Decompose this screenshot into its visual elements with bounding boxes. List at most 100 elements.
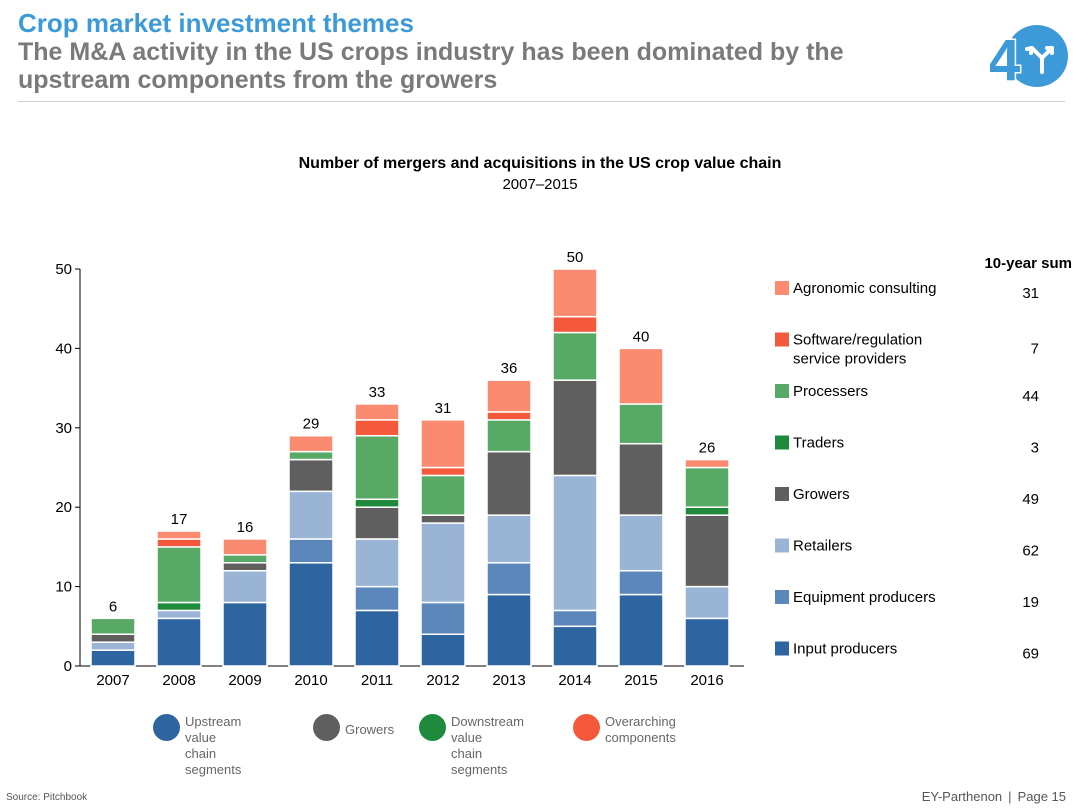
bar-segment	[684, 514, 730, 588]
bar-segment	[420, 522, 466, 604]
header-divider	[18, 101, 1065, 102]
page-subtitle: The M&A activity in the US crops industr…	[18, 38, 844, 94]
bar-segment	[156, 546, 202, 604]
bar-segment	[552, 315, 598, 334]
bar-segment	[486, 514, 532, 564]
bar-total-label: 6	[109, 598, 117, 615]
footer-brand: EY-Parthenon	[921, 789, 1003, 804]
bar-segment	[90, 641, 136, 651]
x-tick-label: 2016	[690, 672, 723, 689]
bar-segment	[354, 403, 400, 421]
footer-separator: |	[1008, 789, 1012, 804]
bar-segment	[552, 268, 598, 318]
x-tick-label: 2009	[228, 672, 261, 689]
y-tick-label: 50	[55, 261, 72, 278]
y-tick-label: 30	[55, 420, 72, 437]
bar-segment	[486, 419, 532, 453]
bar-segment	[288, 450, 334, 461]
bar-segment	[618, 593, 664, 667]
bar-segment	[90, 617, 136, 635]
page-title: Crop market investment themes	[18, 8, 414, 38]
bar-segment	[156, 617, 202, 667]
bar-segment	[354, 506, 400, 540]
bar-total-label: 50	[567, 249, 584, 266]
bar-segment	[420, 474, 466, 516]
x-tick-label: 2007	[96, 672, 129, 689]
bar-segment	[222, 562, 268, 572]
bar-segment	[552, 625, 598, 667]
bar-segment	[684, 585, 730, 620]
bar-segment	[354, 434, 400, 501]
group-legend-dot	[419, 714, 446, 741]
bar-segment	[420, 601, 466, 635]
x-tick-label: 2008	[162, 672, 195, 689]
group-legend-label: Upstream value chain segments	[185, 714, 242, 777]
legend-swatch	[775, 332, 789, 347]
legend-label: Processers	[793, 383, 868, 400]
bar-segment	[618, 442, 664, 516]
bar-segment	[420, 514, 466, 524]
y-tick-label: 20	[55, 499, 72, 516]
legend-sum-value: 31	[1022, 285, 1039, 302]
legend-sum-value: 44	[1022, 388, 1039, 405]
x-tick-label: 2012	[426, 672, 459, 689]
bar-segment	[222, 601, 268, 667]
bar-segment	[420, 466, 466, 477]
footer-page-number: Page 15	[1017, 789, 1066, 804]
legend-label: Retailers	[793, 538, 852, 555]
bar-segment	[552, 474, 598, 612]
y-tick-label: 40	[55, 340, 72, 357]
bar-segment	[354, 585, 400, 612]
legend-label: Software/regulation	[793, 332, 922, 349]
bar-segment	[684, 617, 730, 667]
bar-segment	[90, 649, 136, 667]
bar-segment	[288, 490, 334, 540]
bar-total-label: 16	[237, 519, 254, 536]
bar-segment	[684, 506, 730, 516]
legend-sum-value: 49	[1022, 491, 1039, 508]
legend-sum-value: 7	[1031, 341, 1039, 358]
x-tick-label: 2014	[558, 672, 591, 689]
bar-segment	[618, 403, 664, 445]
y-tick-label: 0	[64, 658, 72, 675]
x-tick-label: 2011	[361, 672, 393, 689]
legend-label: service providers	[793, 351, 906, 368]
bar-segment	[156, 538, 202, 548]
bar-segment	[288, 538, 334, 564]
x-tick-label: 2010	[294, 672, 327, 689]
group-legend-label: Overarching components	[605, 714, 676, 745]
bar-segment	[684, 458, 730, 469]
bar-segment	[354, 498, 400, 508]
bar-segment	[156, 530, 202, 540]
bar-segment	[420, 633, 466, 667]
bar-total-label: 17	[171, 511, 188, 528]
bar-segment	[420, 419, 466, 469]
bar-segment	[288, 458, 334, 493]
bar-segment	[486, 562, 532, 596]
legend-swatch	[775, 384, 789, 398]
bar-segment	[288, 562, 334, 667]
x-tick-label: 2013	[492, 672, 525, 689]
x-tick-label: 2015	[624, 672, 657, 689]
bar-segment	[90, 633, 136, 643]
bar-segment	[354, 538, 400, 588]
bar-segment	[486, 450, 532, 516]
bar-total-label: 26	[699, 440, 716, 457]
legend-swatch	[775, 538, 789, 553]
bar-segment	[486, 593, 532, 667]
legend-label: Equipment producers	[793, 589, 936, 606]
legend-label: Input producers	[793, 641, 897, 658]
bar-segment	[486, 379, 532, 413]
bar-segment	[222, 538, 268, 556]
legend-swatch	[775, 641, 789, 656]
svg-text:4: 4	[990, 28, 1020, 92]
bar-segment	[684, 466, 730, 508]
bar-segment	[486, 411, 532, 421]
legend-swatch	[775, 487, 789, 501]
bar-segment	[618, 347, 664, 405]
legend-swatch	[775, 281, 789, 295]
group-legend-dot	[153, 714, 180, 741]
bar-segment	[552, 379, 598, 477]
legend-sum-value: 62	[1022, 543, 1039, 560]
